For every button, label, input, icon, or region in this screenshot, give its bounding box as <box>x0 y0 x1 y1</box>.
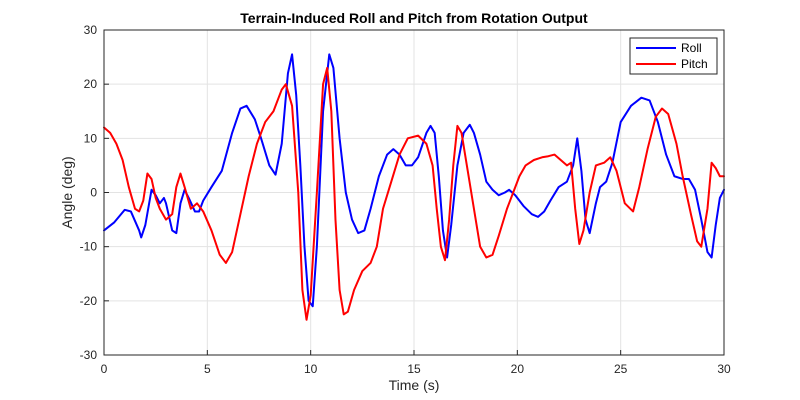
x-tick-label: 15 <box>407 362 421 376</box>
y-tick-label: 10 <box>84 131 98 145</box>
y-tick-label: 30 <box>84 23 98 37</box>
series-line-roll <box>103 53 725 308</box>
legend-label-roll: Roll <box>681 41 702 55</box>
series-layer <box>103 53 725 321</box>
legend: Roll Pitch <box>629 37 718 75</box>
x-tick-label: 5 <box>204 362 211 376</box>
legend-box <box>629 37 718 75</box>
x-tick-label: 0 <box>101 362 108 376</box>
x-tick-label: 30 <box>717 362 731 376</box>
series-line-pitch <box>103 66 725 321</box>
y-tick-label: -10 <box>80 240 98 254</box>
legend-label-pitch: Pitch <box>681 57 708 71</box>
y-tick-label: -20 <box>80 294 98 308</box>
ticks: 0 5 10 15 20 25 30 -30 -20 -10 0 10 20 30 <box>80 23 731 376</box>
y-tick-label: 20 <box>84 77 98 91</box>
y-tick-label: 0 <box>90 186 97 200</box>
y-tick-label: -30 <box>80 348 98 362</box>
x-tick-label: 10 <box>304 362 318 376</box>
x-tick-label: 20 <box>511 362 525 376</box>
x-tick-label: 25 <box>614 362 628 376</box>
y-axis-label: Angle (deg) <box>59 156 75 228</box>
chart-title: Terrain-Induced Roll and Pitch from Rota… <box>240 10 588 26</box>
x-axis-label: Time (s) <box>389 377 440 393</box>
